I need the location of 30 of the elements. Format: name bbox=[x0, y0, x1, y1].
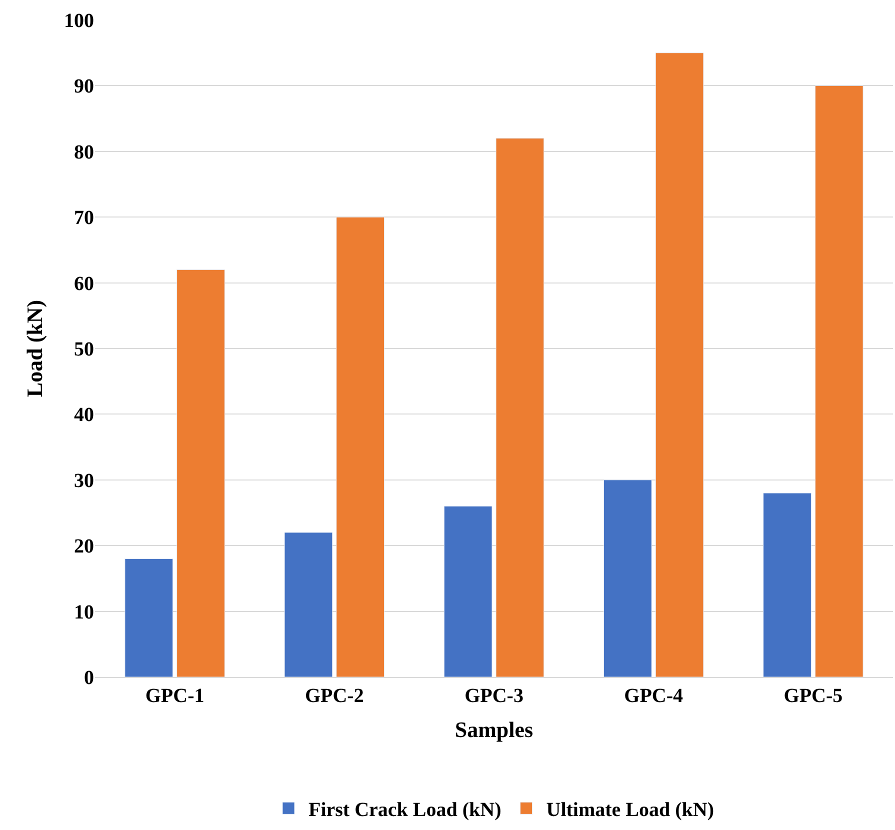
bar bbox=[496, 138, 544, 677]
bar bbox=[176, 269, 225, 677]
legend-label: First Crack Load (kN) bbox=[308, 798, 502, 821]
x-tick-label: GPC-5 bbox=[784, 685, 843, 707]
x-tick-label: GPC-3 bbox=[464, 685, 524, 707]
y-tick-label: 30 bbox=[74, 470, 94, 492]
bar bbox=[284, 532, 333, 677]
bar bbox=[603, 480, 652, 677]
y-axis-title: Load (kN) bbox=[22, 300, 47, 398]
y-tick-label: 60 bbox=[74, 272, 94, 295]
y-tick-label: 40 bbox=[74, 404, 94, 426]
bar bbox=[814, 85, 864, 677]
y-tick-label: 70 bbox=[74, 207, 94, 230]
y-tick-label: 20 bbox=[74, 536, 94, 558]
y-tick-label: 80 bbox=[74, 141, 94, 164]
y-tick-label: 100 bbox=[64, 10, 94, 32]
y-tick-label: 90 bbox=[74, 76, 94, 98]
y-tick-label: 50 bbox=[74, 338, 94, 360]
bar bbox=[444, 506, 492, 677]
x-tick-label: GPC-2 bbox=[304, 685, 364, 707]
y-tick-label: 0 bbox=[84, 667, 94, 689]
y-tick-label: 10 bbox=[74, 601, 94, 624]
bar bbox=[336, 216, 385, 677]
bar bbox=[763, 492, 812, 677]
legend-label: Ultimate Load (kN) bbox=[546, 798, 714, 821]
x-axis-title: Samples bbox=[454, 716, 534, 742]
bar bbox=[655, 52, 704, 677]
x-tick-label: GPC-1 bbox=[145, 685, 204, 707]
bar bbox=[124, 558, 174, 677]
x-tick-label: GPC-4 bbox=[624, 685, 684, 707]
